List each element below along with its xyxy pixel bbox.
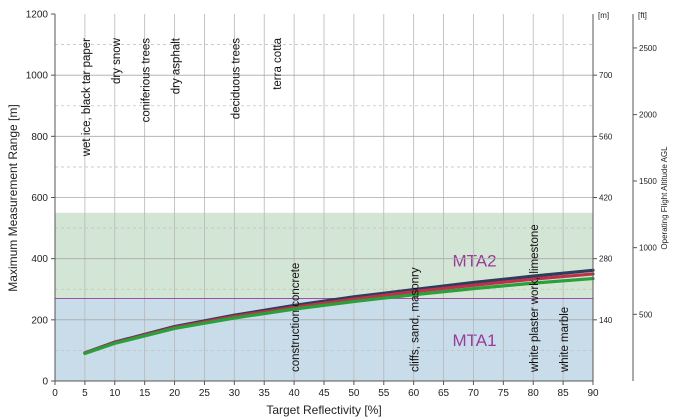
x-tick-label: 80 <box>528 388 540 399</box>
x-tick-label: 30 <box>229 388 241 399</box>
x-tick-label: 85 <box>558 388 570 399</box>
right-ft-tick-label: 2000 <box>639 111 657 120</box>
x-tick-label: 50 <box>348 388 360 399</box>
right-m-tick-label: 420 <box>599 194 613 203</box>
right-m-tick-label: 280 <box>599 255 613 264</box>
y-tick-label: 200 <box>31 315 48 326</box>
right-axis-title: Operating Flight Altitude AGL <box>660 146 669 250</box>
material-label: coniferious trees <box>141 38 153 123</box>
right-ft-tick-label: 1000 <box>639 244 657 253</box>
y-tick-label: 0 <box>42 377 48 388</box>
right-ft-tick-label: 1500 <box>639 177 657 186</box>
x-tick-label: 0 <box>52 388 58 399</box>
x-tick-label: 75 <box>498 388 510 399</box>
zone-label-mta1: MTA1 <box>453 331 497 350</box>
material-label: deciduous trees <box>230 38 242 119</box>
right-axis-unit-m: [m] <box>598 11 609 20</box>
x-tick-label: 65 <box>438 388 450 399</box>
material-label: construction concrete <box>290 263 302 372</box>
x-tick-label: 10 <box>109 388 121 399</box>
series-layer <box>83 268 595 356</box>
y-tick-label: 400 <box>31 254 48 265</box>
x-tick-label: 5 <box>82 388 88 399</box>
x-tick-label: 70 <box>468 388 480 399</box>
x-tick-label: 20 <box>169 388 181 399</box>
x-tick-label: 45 <box>318 388 330 399</box>
x-tick-label: 60 <box>408 388 420 399</box>
material-label: white plaster work, limestone <box>529 224 541 373</box>
material-label: wet ice, black tar paper <box>81 38 93 157</box>
right-axis-unit-ft: [ft] <box>638 11 647 20</box>
material-label: dry asphalt <box>171 37 183 94</box>
x-tick-label: 90 <box>587 388 599 399</box>
axes-layer: 0 200 400 600 800 1000 1200 0 5 10 15 20 25 30 35 40 45 5… <box>26 10 658 400</box>
y-tick-label: 800 <box>31 132 48 143</box>
y-tick-label: 1000 <box>26 71 49 82</box>
x-tick-label: 25 <box>199 388 211 399</box>
material-label: terra cotta <box>272 37 284 89</box>
right-m-tick-label: 560 <box>599 132 613 141</box>
material-label: white marble <box>559 307 571 373</box>
x-tick-label: 35 <box>259 388 271 399</box>
material-label: dry snow <box>111 37 123 84</box>
material-labels: wet ice, black tar paper dry snow coniferi… <box>81 37 571 373</box>
x-axis-title: Target Reflectivity [%] <box>266 403 381 417</box>
y-tick-label: 1200 <box>26 10 49 21</box>
zone-label-mta2: MTA2 <box>453 251 497 270</box>
x-tick-label: 55 <box>378 388 390 399</box>
grid-layer <box>55 14 594 381</box>
x-tick-label: 15 <box>139 388 151 399</box>
right-m-tick-label: 140 <box>599 316 613 325</box>
y-tick-label: 600 <box>31 193 48 204</box>
right-ft-tick-label: 500 <box>639 310 653 319</box>
x-tick-label: 40 <box>289 388 301 399</box>
right-m-tick-label: 700 <box>599 71 613 80</box>
series-line-3 <box>83 276 595 356</box>
material-label: cliffs, sand, masonry <box>410 267 422 372</box>
y-axis-title: Maximum Measurement Range [m] <box>6 104 20 291</box>
right-ft-tick-label: 2500 <box>639 44 657 53</box>
